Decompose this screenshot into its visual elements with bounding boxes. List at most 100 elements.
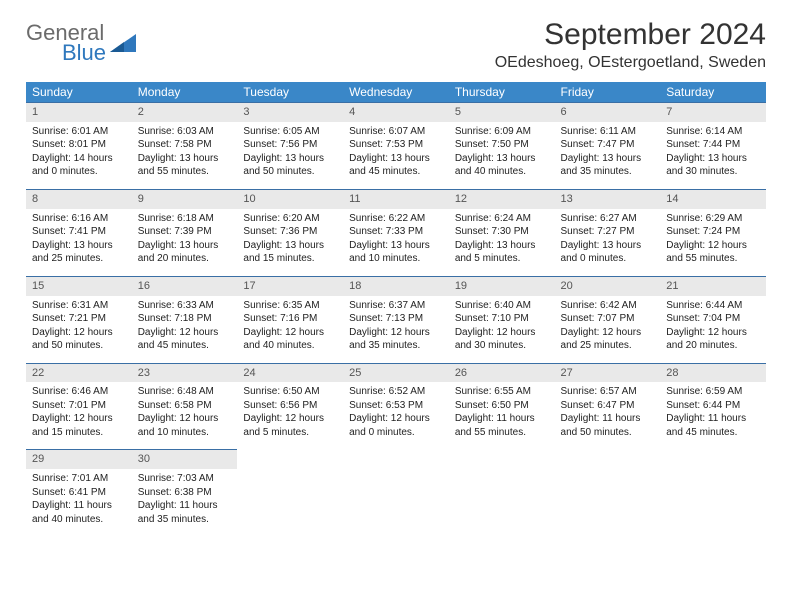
day-number: 26 bbox=[449, 364, 555, 383]
day-cell: 14Sunrise: 6:29 AMSunset: 7:24 PMDayligh… bbox=[660, 189, 766, 276]
weekday-header: Monday bbox=[132, 82, 238, 103]
day-content: Sunrise: 6:09 AMSunset: 7:50 PMDaylight:… bbox=[449, 122, 555, 189]
logo-text: General Blue bbox=[26, 22, 106, 64]
day-cell: 6Sunrise: 6:11 AMSunset: 7:47 PMDaylight… bbox=[555, 103, 661, 190]
day-content: Sunrise: 6:42 AMSunset: 7:07 PMDaylight:… bbox=[555, 296, 661, 363]
day-content: Sunrise: 6:14 AMSunset: 7:44 PMDaylight:… bbox=[660, 122, 766, 189]
day-cell bbox=[237, 450, 343, 536]
day-number: 7 bbox=[660, 103, 766, 122]
day-content: Sunrise: 6:24 AMSunset: 7:30 PMDaylight:… bbox=[449, 209, 555, 276]
day-content: Sunrise: 6:35 AMSunset: 7:16 PMDaylight:… bbox=[237, 296, 343, 363]
day-cell: 7Sunrise: 6:14 AMSunset: 7:44 PMDaylight… bbox=[660, 103, 766, 190]
day-content: Sunrise: 6:48 AMSunset: 6:58 PMDaylight:… bbox=[132, 382, 238, 449]
day-cell: 29Sunrise: 7:01 AMSunset: 6:41 PMDayligh… bbox=[26, 450, 132, 536]
day-number: 19 bbox=[449, 277, 555, 296]
day-cell: 18Sunrise: 6:37 AMSunset: 7:13 PMDayligh… bbox=[343, 276, 449, 363]
day-number: 4 bbox=[343, 103, 449, 122]
logo-triangle-icon bbox=[110, 34, 136, 54]
month-title: September 2024 bbox=[495, 18, 766, 52]
day-content: Sunrise: 6:59 AMSunset: 6:44 PMDaylight:… bbox=[660, 382, 766, 449]
day-content: Sunrise: 6:03 AMSunset: 7:58 PMDaylight:… bbox=[132, 122, 238, 189]
day-cell: 21Sunrise: 6:44 AMSunset: 7:04 PMDayligh… bbox=[660, 276, 766, 363]
day-number: 25 bbox=[343, 364, 449, 383]
week-row: 22Sunrise: 6:46 AMSunset: 7:01 PMDayligh… bbox=[26, 363, 766, 450]
calendar-table: Sunday Monday Tuesday Wednesday Thursday… bbox=[26, 82, 766, 536]
day-content: Sunrise: 6:46 AMSunset: 7:01 PMDaylight:… bbox=[26, 382, 132, 449]
day-cell: 3Sunrise: 6:05 AMSunset: 7:56 PMDaylight… bbox=[237, 103, 343, 190]
day-content: Sunrise: 6:40 AMSunset: 7:10 PMDaylight:… bbox=[449, 296, 555, 363]
day-number: 2 bbox=[132, 103, 238, 122]
title-block: September 2024 OEdeshoeg, OEstergoetland… bbox=[495, 18, 766, 72]
day-cell: 19Sunrise: 6:40 AMSunset: 7:10 PMDayligh… bbox=[449, 276, 555, 363]
day-number: 1 bbox=[26, 103, 132, 122]
day-content: Sunrise: 6:33 AMSunset: 7:18 PMDaylight:… bbox=[132, 296, 238, 363]
day-number: 13 bbox=[555, 190, 661, 209]
day-content: Sunrise: 6:52 AMSunset: 6:53 PMDaylight:… bbox=[343, 382, 449, 449]
day-content: Sunrise: 7:03 AMSunset: 6:38 PMDaylight:… bbox=[132, 469, 238, 536]
day-cell: 10Sunrise: 6:20 AMSunset: 7:36 PMDayligh… bbox=[237, 189, 343, 276]
day-content: Sunrise: 6:27 AMSunset: 7:27 PMDaylight:… bbox=[555, 209, 661, 276]
day-cell: 8Sunrise: 6:16 AMSunset: 7:41 PMDaylight… bbox=[26, 189, 132, 276]
day-number: 17 bbox=[237, 277, 343, 296]
day-number: 12 bbox=[449, 190, 555, 209]
day-number: 10 bbox=[237, 190, 343, 209]
day-cell bbox=[555, 450, 661, 536]
day-cell: 15Sunrise: 6:31 AMSunset: 7:21 PMDayligh… bbox=[26, 276, 132, 363]
weekday-header: Friday bbox=[555, 82, 661, 103]
week-row: 8Sunrise: 6:16 AMSunset: 7:41 PMDaylight… bbox=[26, 189, 766, 276]
day-cell: 27Sunrise: 6:57 AMSunset: 6:47 PMDayligh… bbox=[555, 363, 661, 450]
day-cell: 1Sunrise: 6:01 AMSunset: 8:01 PMDaylight… bbox=[26, 103, 132, 190]
day-cell: 26Sunrise: 6:55 AMSunset: 6:50 PMDayligh… bbox=[449, 363, 555, 450]
day-cell: 11Sunrise: 6:22 AMSunset: 7:33 PMDayligh… bbox=[343, 189, 449, 276]
day-cell: 25Sunrise: 6:52 AMSunset: 6:53 PMDayligh… bbox=[343, 363, 449, 450]
day-number: 29 bbox=[26, 450, 132, 469]
day-content: Sunrise: 6:07 AMSunset: 7:53 PMDaylight:… bbox=[343, 122, 449, 189]
day-cell: 5Sunrise: 6:09 AMSunset: 7:50 PMDaylight… bbox=[449, 103, 555, 190]
day-cell bbox=[343, 450, 449, 536]
day-number: 27 bbox=[555, 364, 661, 383]
day-cell: 28Sunrise: 6:59 AMSunset: 6:44 PMDayligh… bbox=[660, 363, 766, 450]
weekday-header: Wednesday bbox=[343, 82, 449, 103]
day-content: Sunrise: 6:01 AMSunset: 8:01 PMDaylight:… bbox=[26, 122, 132, 189]
day-content: Sunrise: 6:55 AMSunset: 6:50 PMDaylight:… bbox=[449, 382, 555, 449]
day-number: 22 bbox=[26, 364, 132, 383]
weekday-header-row: Sunday Monday Tuesday Wednesday Thursday… bbox=[26, 82, 766, 103]
day-number: 16 bbox=[132, 277, 238, 296]
day-cell: 2Sunrise: 6:03 AMSunset: 7:58 PMDaylight… bbox=[132, 103, 238, 190]
day-cell bbox=[660, 450, 766, 536]
day-cell: 9Sunrise: 6:18 AMSunset: 7:39 PMDaylight… bbox=[132, 189, 238, 276]
day-number: 23 bbox=[132, 364, 238, 383]
day-number: 20 bbox=[555, 277, 661, 296]
week-row: 1Sunrise: 6:01 AMSunset: 8:01 PMDaylight… bbox=[26, 103, 766, 190]
day-content: Sunrise: 6:31 AMSunset: 7:21 PMDaylight:… bbox=[26, 296, 132, 363]
weekday-header: Thursday bbox=[449, 82, 555, 103]
day-number: 30 bbox=[132, 450, 238, 469]
day-content: Sunrise: 6:44 AMSunset: 7:04 PMDaylight:… bbox=[660, 296, 766, 363]
logo: General Blue bbox=[26, 18, 136, 64]
day-content: Sunrise: 6:16 AMSunset: 7:41 PMDaylight:… bbox=[26, 209, 132, 276]
day-cell: 16Sunrise: 6:33 AMSunset: 7:18 PMDayligh… bbox=[132, 276, 238, 363]
day-content: Sunrise: 6:57 AMSunset: 6:47 PMDaylight:… bbox=[555, 382, 661, 449]
day-content: Sunrise: 6:05 AMSunset: 7:56 PMDaylight:… bbox=[237, 122, 343, 189]
day-cell: 13Sunrise: 6:27 AMSunset: 7:27 PMDayligh… bbox=[555, 189, 661, 276]
day-cell bbox=[449, 450, 555, 536]
day-content: Sunrise: 6:22 AMSunset: 7:33 PMDaylight:… bbox=[343, 209, 449, 276]
weekday-header: Saturday bbox=[660, 82, 766, 103]
week-row: 29Sunrise: 7:01 AMSunset: 6:41 PMDayligh… bbox=[26, 450, 766, 536]
day-number: 21 bbox=[660, 277, 766, 296]
day-number: 5 bbox=[449, 103, 555, 122]
day-content: Sunrise: 6:37 AMSunset: 7:13 PMDaylight:… bbox=[343, 296, 449, 363]
logo-text-blue: Blue bbox=[62, 42, 106, 64]
day-cell: 17Sunrise: 6:35 AMSunset: 7:16 PMDayligh… bbox=[237, 276, 343, 363]
day-content: Sunrise: 6:18 AMSunset: 7:39 PMDaylight:… bbox=[132, 209, 238, 276]
day-cell: 30Sunrise: 7:03 AMSunset: 6:38 PMDayligh… bbox=[132, 450, 238, 536]
day-number: 9 bbox=[132, 190, 238, 209]
location: OEdeshoeg, OEstergoetland, Sweden bbox=[495, 54, 766, 72]
day-number: 3 bbox=[237, 103, 343, 122]
day-number: 14 bbox=[660, 190, 766, 209]
day-content: Sunrise: 7:01 AMSunset: 6:41 PMDaylight:… bbox=[26, 469, 132, 536]
day-content: Sunrise: 6:29 AMSunset: 7:24 PMDaylight:… bbox=[660, 209, 766, 276]
weekday-header: Tuesday bbox=[237, 82, 343, 103]
day-number: 8 bbox=[26, 190, 132, 209]
weekday-header: Sunday bbox=[26, 82, 132, 103]
